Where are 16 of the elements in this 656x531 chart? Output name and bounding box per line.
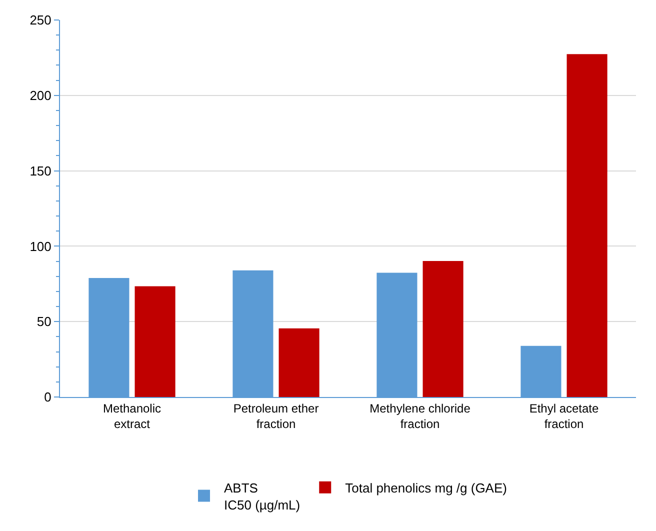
bar (134, 286, 176, 397)
bar (278, 328, 320, 397)
bar (566, 54, 608, 397)
y-tick-label: 100 (30, 238, 52, 254)
y-tick-label: 200 (30, 88, 52, 103)
x-tick-label: Methylene chloride fraction (370, 401, 471, 431)
y-tick-label: 0 (44, 390, 52, 405)
x-tick-label: Ethyl acetate fraction (529, 401, 600, 431)
x-tick-label: Methanolic extract (102, 401, 162, 431)
legend-label: ABTS IC50 (µg/mL) (224, 480, 300, 512)
y-tick-label: 50 (36, 314, 52, 330)
y-tick-label: 150 (30, 163, 52, 178)
y-tick-label: 250 (30, 12, 52, 28)
bar (422, 260, 464, 397)
x-tick-label: Petroleum ether fraction (233, 401, 319, 431)
legend-label: Total phenolics mg /g (GAE) (345, 480, 507, 496)
